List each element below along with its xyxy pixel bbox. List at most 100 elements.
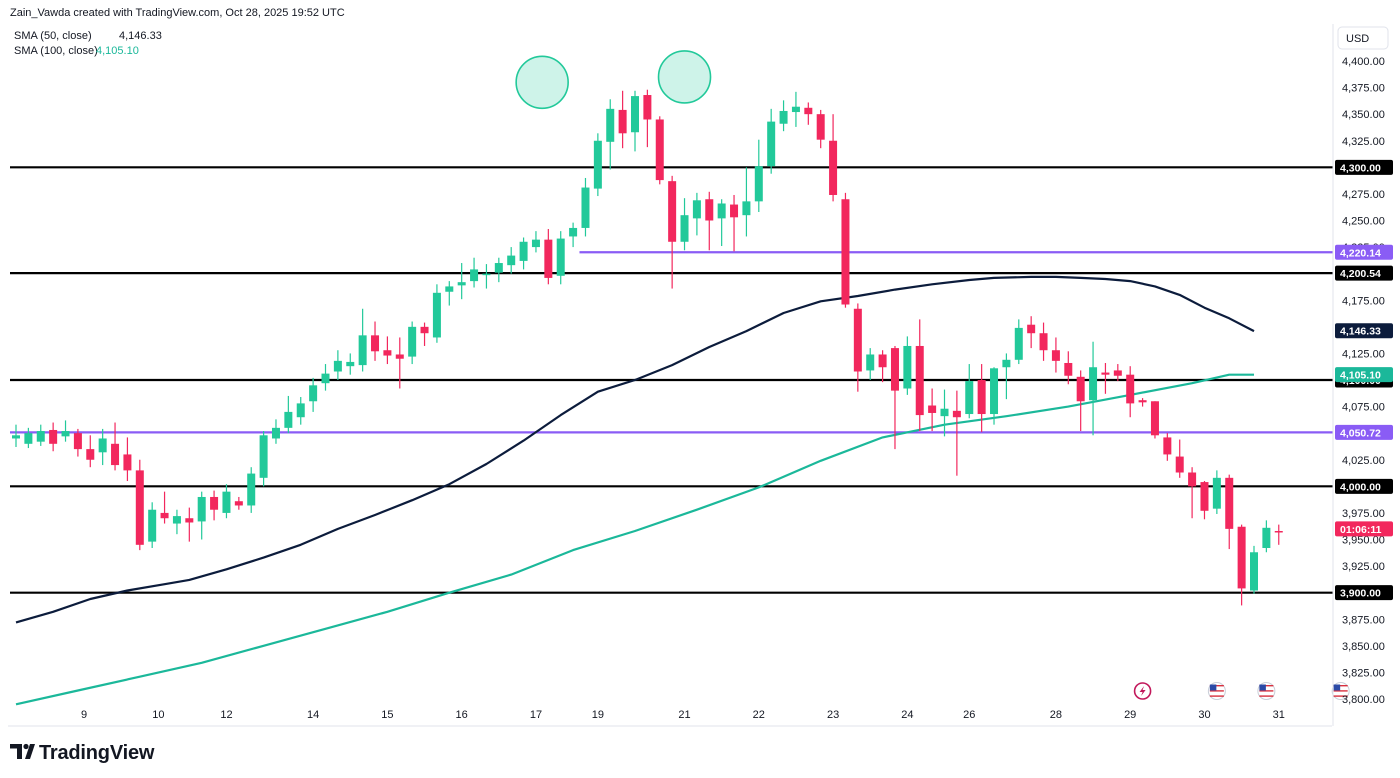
candle[interactable]	[618, 90, 627, 149]
candle[interactable]	[1237, 524, 1246, 606]
candle[interactable]	[1076, 370, 1085, 432]
candle[interactable]	[816, 109, 825, 149]
candle[interactable]	[705, 191, 714, 251]
candle[interactable]	[804, 102, 813, 125]
candle[interactable]	[903, 336, 912, 395]
candle[interactable]	[1225, 474, 1234, 550]
candle[interactable]	[940, 389, 949, 437]
candle[interactable]	[197, 491, 206, 540]
candle[interactable]	[482, 264, 491, 289]
tradingview-logo[interactable]: TradingView	[10, 742, 155, 764]
candle[interactable]	[185, 507, 194, 542]
candle[interactable]	[581, 177, 590, 237]
candle[interactable]	[692, 192, 701, 236]
candle[interactable]	[507, 247, 516, 274]
candle[interactable]	[791, 91, 800, 127]
candle[interactable]	[730, 194, 739, 252]
candle[interactable]	[754, 139, 763, 212]
candle[interactable]	[445, 281, 454, 306]
sma100-line[interactable]	[15, 373, 1254, 706]
candle[interactable]	[829, 114, 838, 202]
candle[interactable]	[556, 231, 565, 285]
candle[interactable]	[1175, 439, 1184, 478]
sma50-line[interactable]	[15, 275, 1255, 624]
candle[interactable]	[952, 390, 961, 476]
candle[interactable]	[49, 422, 58, 452]
level-price-label[interactable]: 4,000.00	[1335, 478, 1393, 494]
candle[interactable]	[247, 467, 256, 513]
candle[interactable]	[1014, 319, 1023, 365]
candle[interactable]	[742, 167, 751, 237]
candle[interactable]	[915, 319, 924, 432]
candle[interactable]	[680, 198, 689, 251]
candle[interactable]	[1163, 433, 1172, 461]
candle[interactable]	[12, 424, 20, 447]
candle[interactable]	[24, 427, 33, 449]
candle[interactable]	[631, 90, 639, 152]
candle[interactable]	[1126, 366, 1135, 418]
candle[interactable]	[296, 397, 305, 425]
time-axis[interactable]: 9 10 12 14 15 16 17 19 21 22 23 24 26 28 29 30 31	[8, 709, 1332, 727]
candle[interactable]	[371, 321, 380, 361]
candle[interactable]	[593, 133, 602, 197]
candle[interactable]	[1200, 481, 1209, 520]
price-label[interactable]: 01:06:11	[1335, 521, 1393, 537]
candle[interactable]	[457, 263, 466, 300]
candle[interactable]	[36, 424, 45, 446]
candle[interactable]	[420, 322, 429, 346]
candle[interactable]	[1051, 337, 1060, 373]
plot-area[interactable]	[10, 50, 1350, 706]
currency-button[interactable]: USD	[1337, 26, 1389, 50]
annotation-circle[interactable]	[515, 55, 569, 110]
candle[interactable]	[977, 364, 986, 433]
sma50-legend-label[interactable]: SMA (50, close)	[14, 30, 92, 42]
candle[interactable]	[1064, 351, 1073, 385]
candle[interactable]	[259, 431, 268, 487]
candle[interactable]	[853, 303, 862, 392]
lightning-event-icon[interactable]	[1133, 682, 1152, 700]
price-label[interactable]: 4,105.10	[1335, 367, 1393, 383]
sma100-legend-label[interactable]: SMA (100, close)	[14, 45, 98, 57]
candle[interactable]	[1274, 524, 1283, 545]
candle[interactable]	[878, 350, 887, 383]
candle[interactable]	[309, 377, 318, 412]
candle[interactable]	[1027, 316, 1036, 349]
candle[interactable]	[655, 116, 664, 185]
candle[interactable]	[234, 496, 243, 510]
price-axis[interactable]: 4,400.00 4,375.00 4,350.00 4,325.00 4,275.00…	[1332, 24, 1393, 726]
level-price-label[interactable]: 4,220.14	[1335, 244, 1393, 260]
candle[interactable]	[717, 199, 726, 247]
candle[interactable]	[148, 502, 157, 549]
candle[interactable]	[841, 192, 850, 308]
candle[interactable]	[890, 345, 899, 450]
candle[interactable]	[61, 420, 70, 442]
candle[interactable]	[866, 348, 875, 380]
candle[interactable]	[111, 422, 120, 471]
candle[interactable]	[544, 229, 553, 285]
candle[interactable]	[928, 388, 937, 432]
candle[interactable]	[346, 353, 355, 375]
candle[interactable]	[494, 257, 503, 283]
level-price-label[interactable]: 4,300.00	[1335, 159, 1393, 175]
candle[interactable]	[123, 437, 132, 482]
candle[interactable]	[210, 490, 219, 521]
candle[interactable]	[98, 428, 107, 466]
level-price-label[interactable]: 3,900.00	[1335, 585, 1393, 601]
candle[interactable]	[767, 108, 776, 174]
us-flag-event-icon[interactable]	[1207, 682, 1226, 700]
level-price-label[interactable]: 4,200.54	[1335, 265, 1393, 281]
candle[interactable]	[160, 491, 169, 524]
candle[interactable]	[1262, 520, 1271, 553]
candle[interactable]	[86, 435, 95, 468]
level-price-label[interactable]: 4,050.72	[1335, 424, 1393, 440]
candle[interactable]	[222, 484, 231, 519]
candle[interactable]	[470, 257, 479, 288]
us-flag-event-icon[interactable]	[1257, 682, 1276, 700]
us-flag-event-icon[interactable]	[1331, 682, 1350, 700]
candle[interactable]	[73, 428, 82, 457]
candle[interactable]	[606, 99, 615, 170]
candle[interactable]	[1188, 467, 1197, 519]
candle[interactable]	[1250, 545, 1258, 594]
candle[interactable]	[1212, 470, 1221, 514]
